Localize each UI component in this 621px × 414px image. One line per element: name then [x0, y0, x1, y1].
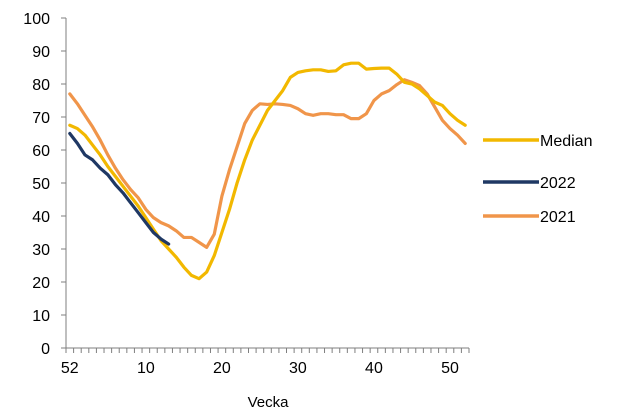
y-tick-label: 10 [32, 308, 50, 325]
series-line-2022 [68, 131, 171, 246]
series-layer [68, 61, 467, 281]
x-axis: 52 10 20 30 40 50 [61, 347, 470, 377]
x-tick-label: 10 [137, 360, 155, 377]
series-line-median [68, 61, 467, 281]
x-tick-label: 30 [289, 360, 307, 377]
x-axis-title: Vecka [248, 394, 290, 411]
y-tick-label: 80 [32, 77, 50, 94]
y-tick-label: 20 [32, 275, 50, 292]
x-tick-label: 40 [365, 360, 383, 377]
y-tick-label: 0 [41, 341, 50, 358]
y-tick-label: 100 [23, 11, 50, 28]
x-tick-label: 52 [61, 360, 79, 377]
y-axis: 0 10 20 30 40 50 60 70 80 90 100 [23, 11, 67, 358]
legend-label-2022: 2022 [540, 175, 576, 192]
legend: Median 2022 2021 [483, 133, 592, 226]
y-tick-label: 30 [32, 242, 50, 259]
legend-label-2021: 2021 [540, 209, 576, 226]
y-tick-label: 70 [32, 110, 50, 127]
x-tick-label: 20 [213, 360, 231, 377]
y-tick-label: 40 [32, 209, 50, 226]
series-line-2021 [68, 78, 467, 249]
y-tick-label: 60 [32, 143, 50, 160]
y-tick-label: 90 [32, 44, 50, 61]
legend-label-median: Median [540, 133, 592, 150]
x-tick-label: 50 [441, 360, 459, 377]
y-tick-label: 50 [32, 176, 50, 193]
